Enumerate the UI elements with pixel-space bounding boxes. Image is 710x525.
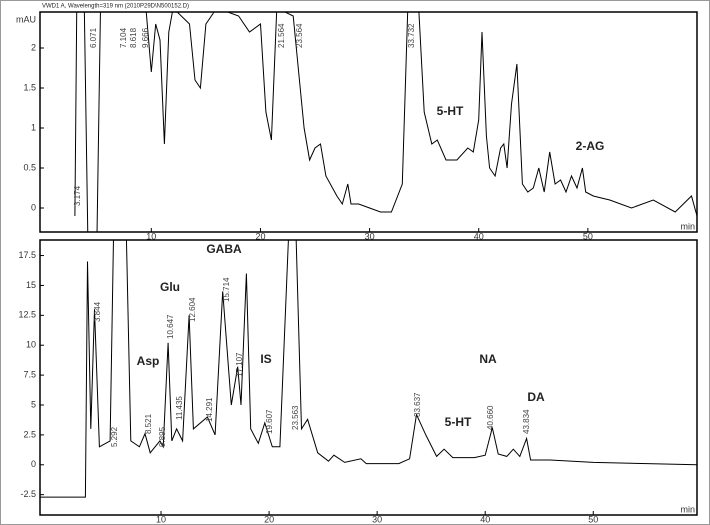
peak-time-label: 3.844 xyxy=(93,301,102,322)
x-tick-label: 10 xyxy=(146,231,156,241)
peak-time-label: 6.071 xyxy=(89,27,98,48)
x-tick-label: 10 xyxy=(156,514,166,524)
y-tick-label: 1 xyxy=(31,122,36,132)
peak-time-label: 5.292 xyxy=(110,426,119,447)
peak-annotation: IS xyxy=(260,352,271,366)
y-tick-label: 1.5 xyxy=(23,82,36,92)
peak-annotation: GABA xyxy=(206,242,242,256)
x-tick-label: 30 xyxy=(365,231,375,241)
y-tick-label: 5 xyxy=(31,399,36,409)
peak-time-label: 7.104 xyxy=(119,27,128,48)
y-tick-label: 0.5 xyxy=(23,162,36,172)
plot-frame xyxy=(39,239,698,516)
peak-time-label: 33.732 xyxy=(407,23,416,48)
peak-time-label: 9.666 xyxy=(141,27,150,48)
peak-time-label: 21.564 xyxy=(277,23,286,48)
peak-time-label: 8.618 xyxy=(129,27,138,48)
peak-time-label: 14.291 xyxy=(205,397,214,422)
header: VWD1 A, Wavelength=319 nm (2010P29D\N500… xyxy=(42,4,189,10)
trace-group xyxy=(74,12,697,232)
plot-frame xyxy=(39,11,698,233)
peak-annotation: 2-AG xyxy=(576,139,605,153)
y-tick-label: 12.5 xyxy=(18,310,36,320)
y-tick-label: 10 xyxy=(26,340,36,350)
y-tick-label: 7.5 xyxy=(23,369,36,379)
peak-time-label: 23.564 xyxy=(295,23,304,48)
peak-time-label: 19.607 xyxy=(265,409,274,434)
x-tick-label: 40 xyxy=(474,231,484,241)
x-tick-label: 40 xyxy=(480,514,490,524)
y-tick-label: 15 xyxy=(26,280,36,290)
x-unit: min xyxy=(680,221,695,231)
peak-time-label: 40.660 xyxy=(486,405,495,430)
peak-time-label: 8.521 xyxy=(144,413,153,434)
trace xyxy=(74,12,697,232)
peak-time-label: 33.637 xyxy=(413,392,422,417)
x-unit: min xyxy=(680,504,695,514)
peak-annotation: DA xyxy=(527,390,545,404)
y-tick-label: 2.5 xyxy=(23,429,36,439)
x-tick-label: 50 xyxy=(588,514,598,524)
x-tick-label: 20 xyxy=(255,231,265,241)
peak-time-label: 11.435 xyxy=(175,396,184,420)
peak-time-label: 15.714 xyxy=(222,277,231,302)
peak-time-label: 9.895 xyxy=(158,426,167,447)
peak-time-label: 12.604 xyxy=(188,297,197,322)
peak-annotation: Glu xyxy=(160,280,180,294)
peak-time-label: 10.647 xyxy=(166,314,175,339)
peak-annotation: NA xyxy=(479,352,497,366)
peak-time-label: 17.107 xyxy=(235,352,244,377)
peak-annotation: 5-HT xyxy=(437,104,464,118)
peak-time-label: 43.834 xyxy=(522,409,531,434)
peak-time-label: 3.174 xyxy=(73,185,82,206)
y-tick-label: -2.5 xyxy=(20,489,36,499)
x-tick-label: 20 xyxy=(264,514,274,524)
trace-group xyxy=(40,240,697,498)
peak-annotation: Asp xyxy=(137,354,160,368)
peak-annotation: 5-HT xyxy=(445,415,472,429)
y-unit: mAU xyxy=(16,14,36,24)
x-tick-label: 30 xyxy=(372,514,382,524)
y-tick-label: 17.5 xyxy=(18,250,36,260)
trace xyxy=(40,240,697,498)
peak-time-label: 23.563 xyxy=(291,405,300,430)
y-tick-label: 0 xyxy=(31,202,36,212)
y-tick-label: 0 xyxy=(31,459,36,469)
y-tick-label: 2 xyxy=(31,42,36,52)
x-tick-label: 50 xyxy=(583,231,593,241)
